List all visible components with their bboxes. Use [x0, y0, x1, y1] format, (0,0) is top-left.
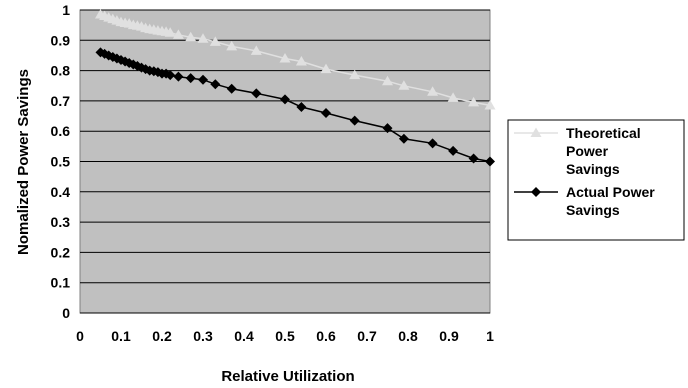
x-tick-label-10: 1: [486, 328, 494, 344]
x-tick-label-1: 0.1: [111, 328, 131, 344]
y-tick-label-10: 1: [62, 2, 70, 18]
x-axis-ticks: 0 0.1 0.2 0.3 0.4 0.5 0.6 0.7 0.8 0.9 1: [76, 328, 494, 344]
data-point-s0-24: [279, 52, 291, 63]
data-point-s0-21: [209, 36, 221, 46]
y-tick-label-6: 0.6: [51, 123, 71, 139]
data-point-s0-33: [484, 99, 496, 110]
legend-label-actual: Actual Power Savings: [566, 184, 659, 218]
data-point-s1-25: [296, 101, 307, 112]
data-point-s1-19: [185, 73, 196, 84]
data-point-s0-27: [349, 69, 361, 80]
legend-label-theoretical: Theoretical Power Savings: [566, 125, 645, 177]
y-tick-label-7: 0.7: [51, 93, 71, 109]
data-point-s1-31: [448, 145, 459, 156]
y-tick-label-8: 0.8: [51, 63, 71, 79]
x-tick-label-5: 0.5: [275, 328, 295, 344]
y-tick-label-2: 0.2: [51, 244, 71, 260]
x-tick-label-4: 0.4: [234, 328, 254, 344]
data-point-s0-30: [427, 86, 439, 96]
data-point-s1-32: [468, 153, 479, 164]
data-point-s1-30: [427, 138, 438, 149]
data-point-s0-32: [468, 96, 480, 107]
x-tick-label-9: 0.9: [439, 328, 459, 344]
data-point-s1-20: [198, 74, 208, 85]
y-axis-ticks: 0 0.1 0.2 0.3 0.4 0.5 0.6 0.7 0.8 0.9 1: [51, 2, 71, 321]
x-tick-label-7: 0.7: [357, 328, 377, 344]
data-point-s1-18: [173, 71, 184, 82]
data-point-s0-18: [172, 29, 184, 39]
data-point-s1-26: [321, 108, 331, 119]
data-point-s0-17: [164, 27, 176, 37]
data-point-s0-28: [382, 75, 393, 86]
data-point-s0-29: [398, 80, 410, 90]
data-point-s0-20: [197, 33, 209, 43]
legend-label-theoretical-line1: Theoretical: [566, 125, 641, 141]
series-1: [95, 47, 495, 167]
data-point-s1-5: [116, 54, 126, 65]
x-tick-label-3: 0.3: [193, 328, 213, 344]
legend-label-theoretical-line3: Savings: [566, 161, 620, 177]
data-point-s1-17: [165, 70, 176, 81]
data-point-s1-23: [251, 88, 262, 99]
data-point-s1-6: [120, 56, 131, 67]
legend: Theoretical Power Savings Actual Power S…: [507, 119, 685, 241]
y-tick-label-1: 0.1: [51, 275, 71, 291]
data-point-s0-22: [226, 40, 238, 51]
data-point-s0-19: [185, 31, 197, 42]
data-point-s1-28: [382, 123, 393, 134]
x-tick-label-2: 0.2: [152, 328, 172, 344]
x-tick-label-6: 0.6: [316, 328, 336, 344]
data-point-s1-22: [226, 83, 237, 94]
data-point-s1-27: [349, 115, 360, 126]
legend-marker-diamond-icon: [531, 187, 541, 197]
data-point-s0-23: [250, 45, 262, 55]
data-point-s1-21: [210, 79, 221, 90]
series-layer: [95, 9, 496, 167]
legend-label-theoretical-line2: Power: [566, 143, 609, 159]
series-0: [95, 9, 496, 110]
x-tick-label-0: 0: [76, 328, 84, 344]
data-point-s0-26: [320, 63, 332, 74]
gridlines: [80, 9, 490, 314]
data-point-s1-29: [398, 133, 409, 144]
data-point-s1-24: [280, 94, 290, 105]
y-tick-label-9: 0.9: [51, 32, 71, 48]
y-tick-label-3: 0.3: [51, 214, 71, 230]
legend-marker-triangle-icon: [530, 127, 542, 137]
data-point-s0-25: [295, 56, 307, 66]
legend-label-actual-line1: Actual Power: [566, 184, 655, 200]
data-point-s1-33: [485, 156, 495, 167]
y-tick-label-0: 0: [62, 305, 70, 321]
legend-box: [507, 119, 685, 241]
legend-label-actual-line2: Savings: [566, 202, 620, 218]
x-axis-title: Relative Utilization: [221, 368, 354, 385]
x-tick-label-8: 0.8: [398, 328, 418, 344]
y-axis-title: Nomalized Power Savings: [15, 69, 32, 255]
data-point-s0-31: [447, 92, 459, 102]
y-tick-label-5: 0.5: [51, 154, 71, 170]
y-tick-label-4: 0.4: [51, 184, 71, 200]
